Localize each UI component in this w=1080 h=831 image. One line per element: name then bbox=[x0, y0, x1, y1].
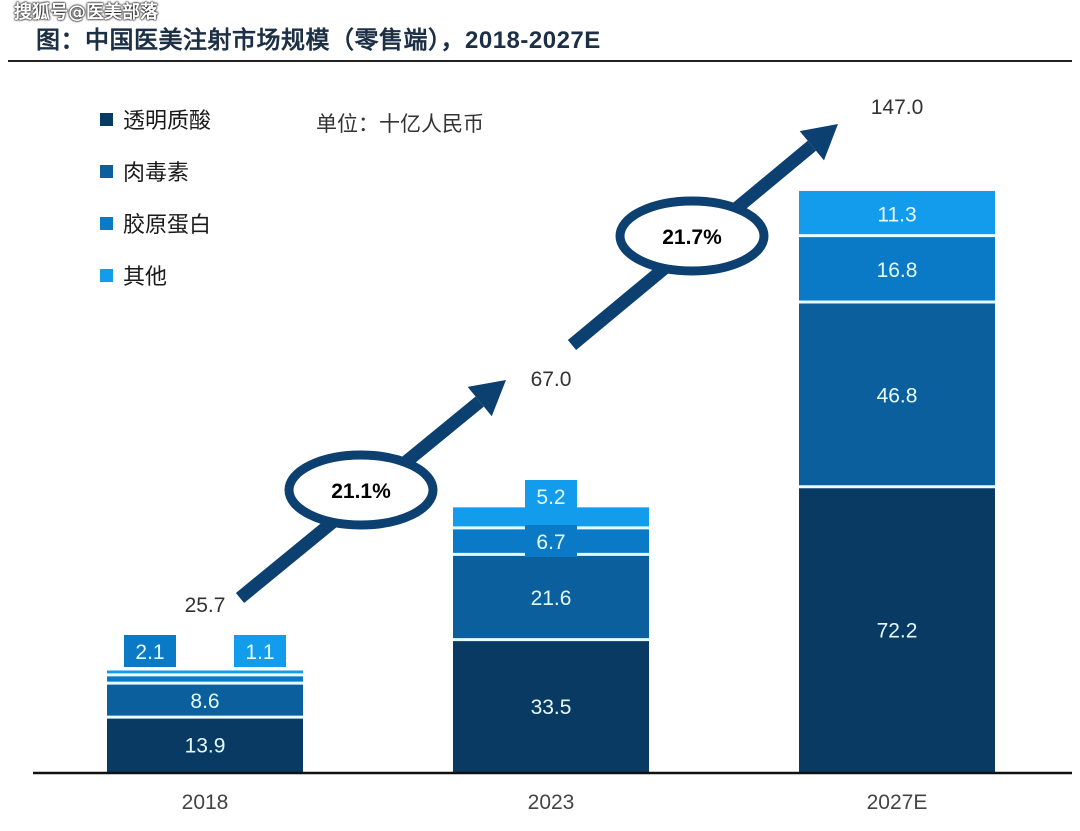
bar-segment-2018-0 bbox=[107, 717, 303, 772]
data-label-2018-3: 1.1 bbox=[245, 641, 274, 664]
legend-item-collagen: 胶原蛋白 bbox=[100, 210, 212, 238]
data-label-2023-1: 21.6 bbox=[531, 587, 572, 610]
cagr-ellipse bbox=[615, 196, 769, 276]
legend-label: 胶原蛋白 bbox=[123, 213, 212, 238]
data-label-2018-0: 13.9 bbox=[185, 735, 226, 758]
data-label-2023-2: 6.7 bbox=[536, 531, 565, 554]
chart-title-range: 2018-2027E bbox=[465, 27, 601, 54]
cagr-label-1: 21.7% bbox=[662, 226, 722, 249]
cagr-label-0: 21.1% bbox=[331, 480, 391, 503]
chart-title: 图：中国医美注射市场规模（零售端），2018-2027E bbox=[36, 26, 601, 55]
data-label-2018-2: 2.1 bbox=[135, 641, 164, 664]
data-label-2027E-3: 11.3 bbox=[877, 203, 916, 226]
legend-label: 肉毒素 bbox=[123, 161, 190, 186]
bar-segment-2018-3 bbox=[107, 670, 303, 675]
data-label-2023-0: 33.5 bbox=[531, 696, 572, 719]
x-tick-label-2023: 2023 bbox=[528, 791, 575, 814]
data-label-2018-1: 8.6 bbox=[190, 690, 219, 713]
data-label-box bbox=[234, 635, 286, 667]
legend-swatch-icon bbox=[100, 164, 113, 178]
data-label-2027E-2: 16.8 bbox=[877, 259, 918, 282]
total-label-2027E: 147.0 bbox=[871, 96, 924, 119]
x-tick-label-2018: 2018 bbox=[182, 791, 229, 814]
bar-segment-2027E-0 bbox=[799, 486, 995, 772]
watermark-text: 搜狐号@医美部落 bbox=[14, 2, 158, 23]
data-label-box bbox=[525, 480, 577, 512]
bar-segment-2018-2 bbox=[107, 674, 303, 684]
total-label-2018: 25.7 bbox=[185, 594, 226, 617]
legend-label: 透明质酸 bbox=[123, 109, 212, 134]
bar-segment-2023-1 bbox=[453, 554, 649, 640]
bar-segment-2018-1 bbox=[107, 683, 303, 718]
data-label-2023-3: 5.2 bbox=[536, 486, 565, 509]
unit-label: 单位：十亿人民币 bbox=[316, 112, 484, 136]
bar-segment-2027E-2 bbox=[799, 235, 995, 302]
legend-item-other: 其他 bbox=[100, 262, 211, 290]
data-label-2027E-1: 46.8 bbox=[877, 384, 918, 407]
bar-segment-2023-3 bbox=[453, 507, 649, 528]
legend-swatch-icon bbox=[100, 268, 113, 282]
cagr-arrow-head-icon bbox=[467, 380, 506, 417]
cagr-arrow-head-icon bbox=[799, 124, 838, 161]
legend-item-botulinum: 肉毒素 bbox=[100, 158, 211, 186]
chart-title-text: 图：中国医美注射市场规模（零售端）， bbox=[36, 25, 465, 54]
title-divider bbox=[8, 60, 1072, 62]
data-label-2027E-0: 72.2 bbox=[877, 619, 918, 642]
data-label-box bbox=[124, 635, 176, 667]
bar-segment-2027E-1 bbox=[799, 301, 995, 487]
bar-segment-2023-0 bbox=[453, 639, 649, 772]
data-label-box bbox=[525, 525, 577, 557]
legend-item-hyaluronic: 透明质酸 bbox=[100, 106, 212, 134]
legend-label: 其他 bbox=[123, 265, 168, 290]
cagr-ellipse bbox=[284, 450, 438, 530]
bar-segment-2027E-3 bbox=[799, 190, 995, 236]
x-tick-label-2027E: 2027E bbox=[867, 791, 928, 814]
legend: 透明质酸 肉毒素 胶原蛋白 其他 bbox=[100, 106, 211, 314]
legend-swatch-icon bbox=[100, 112, 113, 126]
legend-swatch-icon bbox=[100, 216, 113, 230]
total-label-2023: 67.0 bbox=[531, 368, 572, 391]
